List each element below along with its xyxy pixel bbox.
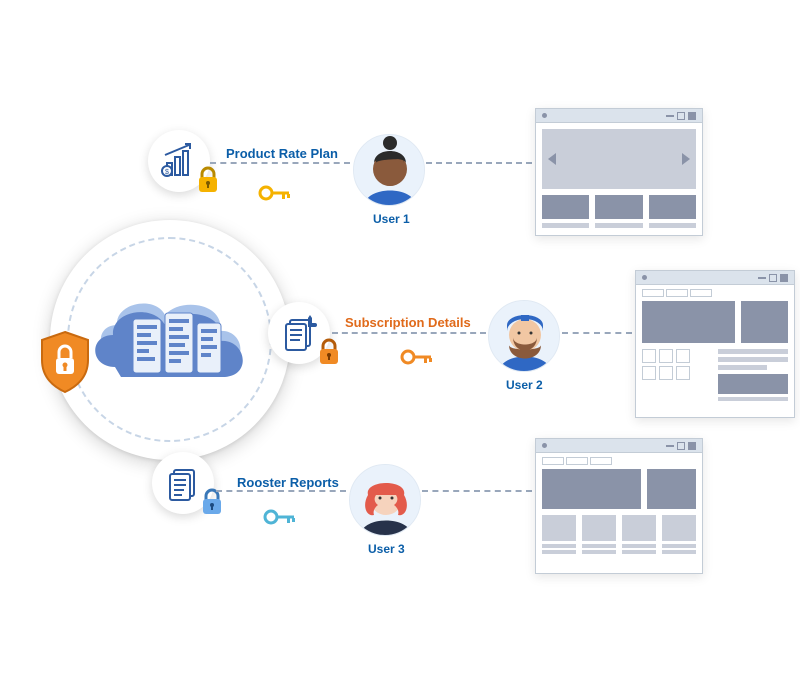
document-thumbsup-icon bbox=[280, 314, 318, 352]
lock-icon bbox=[196, 166, 220, 194]
wireframe-window-2 bbox=[635, 270, 795, 418]
avatar-user-2 bbox=[488, 300, 560, 372]
connector-line bbox=[216, 490, 346, 492]
document-icon bbox=[164, 464, 202, 502]
chart-growth-icon: $ bbox=[159, 141, 199, 181]
connector-line bbox=[210, 162, 350, 164]
user-label-1: User 1 bbox=[373, 212, 410, 226]
avatar-user-3 bbox=[349, 464, 421, 536]
wireframe-window-1 bbox=[535, 108, 703, 236]
avatar-user-1 bbox=[353, 134, 425, 206]
connector-line bbox=[562, 332, 632, 334]
key-icon bbox=[263, 508, 299, 526]
lane-label-rooster-reports: Rooster Reports bbox=[237, 475, 339, 490]
user-label-2: User 2 bbox=[506, 378, 543, 392]
shield-lock-icon bbox=[38, 330, 92, 394]
lane-label-subscription-details: Subscription Details bbox=[345, 315, 471, 330]
lane-label-product-rate-plan: Product Rate Plan bbox=[226, 146, 338, 161]
user-label-3: User 3 bbox=[368, 542, 405, 556]
diagram-stage: $ bbox=[0, 0, 800, 677]
svg-text:$: $ bbox=[165, 169, 169, 176]
cloud-database-icon bbox=[85, 285, 255, 395]
central-hub bbox=[50, 220, 290, 460]
connector-line bbox=[332, 332, 486, 334]
connector-line bbox=[422, 490, 532, 492]
lock-icon bbox=[200, 488, 224, 516]
connector-line bbox=[426, 162, 532, 164]
key-icon bbox=[400, 348, 436, 366]
key-icon bbox=[258, 184, 294, 202]
wireframe-window-3 bbox=[535, 438, 703, 574]
lock-icon bbox=[317, 338, 341, 366]
